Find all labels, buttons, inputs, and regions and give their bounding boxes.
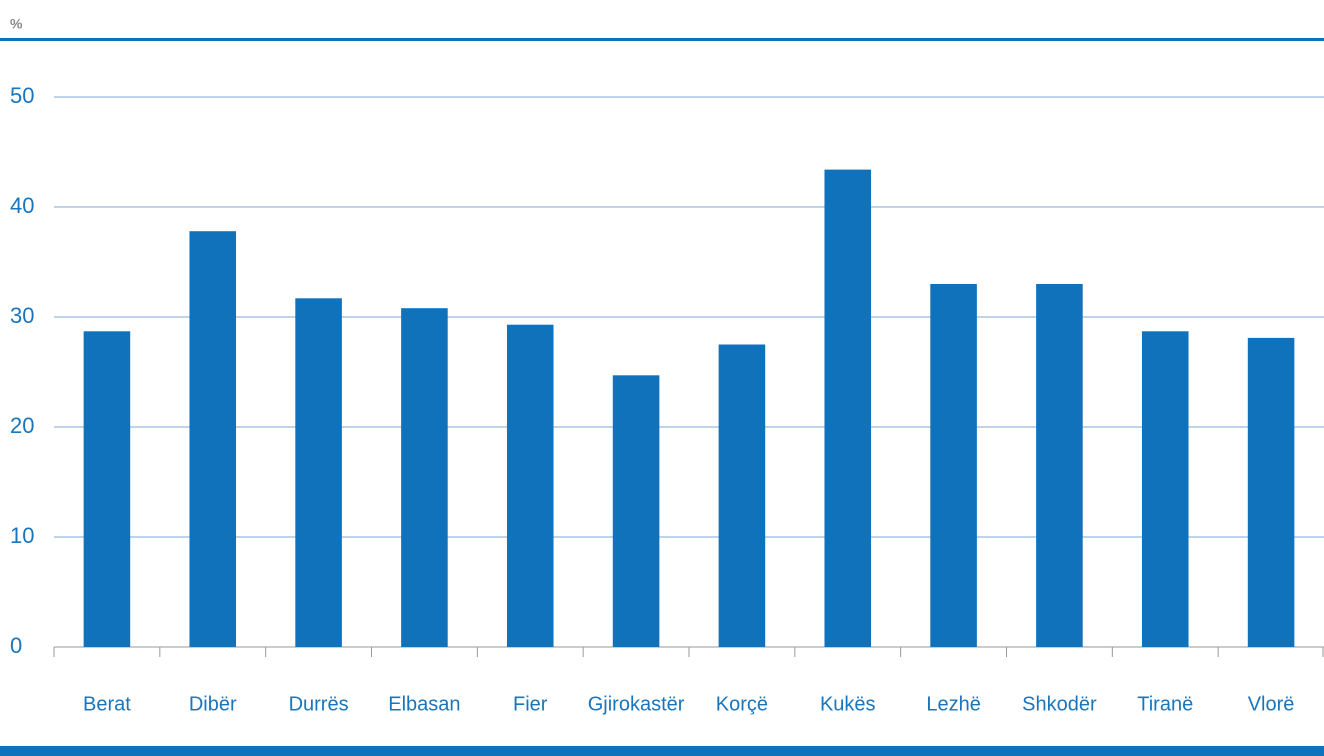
bar bbox=[718, 344, 766, 647]
bottom-rule bbox=[0, 746, 1324, 756]
y-tick-label: 20 bbox=[10, 413, 34, 438]
x-tick-label: Lezhë bbox=[926, 693, 981, 715]
x-tick-label: Fier bbox=[513, 693, 548, 715]
y-axis-label: % bbox=[10, 16, 23, 32]
x-tick-label: Tiranë bbox=[1137, 693, 1193, 715]
bar bbox=[1141, 331, 1189, 647]
bar bbox=[1247, 337, 1295, 647]
y-tick-label: 10 bbox=[10, 523, 34, 548]
x-tick-label: Vlorë bbox=[1248, 693, 1295, 715]
y-tick-label: 50 bbox=[10, 83, 34, 108]
bar bbox=[612, 375, 660, 647]
bar bbox=[824, 169, 872, 647]
y-tick-label: 40 bbox=[10, 193, 34, 218]
x-tick-label: Gjirokastër bbox=[588, 693, 685, 715]
bar bbox=[506, 324, 554, 647]
bar bbox=[1036, 284, 1083, 647]
bar bbox=[83, 331, 131, 647]
x-tick-label: Kukës bbox=[820, 693, 876, 715]
y-tick-label: 30 bbox=[10, 303, 34, 328]
x-tick-label: Durrës bbox=[289, 693, 349, 715]
bar bbox=[401, 308, 448, 647]
x-tick-label: Berat bbox=[83, 693, 131, 715]
top-rule bbox=[0, 38, 1324, 41]
x-tick-label: Elbasan bbox=[388, 693, 460, 715]
x-tick-label: Korçë bbox=[716, 693, 768, 715]
bar bbox=[295, 298, 342, 647]
bar bbox=[930, 284, 977, 647]
y-tick-label: 0 bbox=[10, 633, 22, 658]
x-tick-label: Dibër bbox=[189, 693, 237, 715]
bar bbox=[189, 231, 237, 647]
x-tick-label: Shkodër bbox=[1022, 693, 1097, 715]
